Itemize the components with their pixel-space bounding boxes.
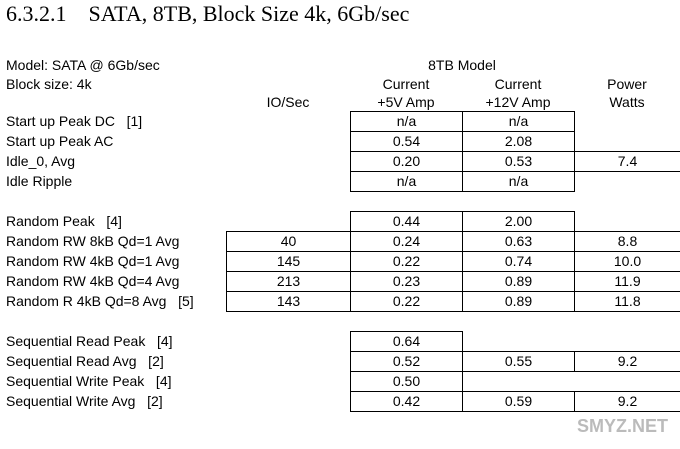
cell: 0.89 bbox=[462, 291, 575, 312]
row-label: Idle Ripple bbox=[6, 173, 73, 189]
row-label: Idle_0, Avg bbox=[6, 153, 76, 169]
cell: 0.50 bbox=[350, 371, 463, 392]
cell: 0.23 bbox=[350, 271, 463, 292]
cell: 0.53 bbox=[462, 151, 575, 172]
cell: 143 bbox=[226, 291, 351, 312]
cell: 11.9 bbox=[574, 271, 680, 292]
cell: 0.22 bbox=[350, 291, 463, 312]
row-label: Random Peak [4] bbox=[6, 213, 122, 229]
cell: 40 bbox=[226, 231, 351, 252]
cell: 11.8 bbox=[574, 291, 680, 312]
cell: 0.89 bbox=[462, 271, 575, 292]
column-header: +5V Amp bbox=[377, 94, 435, 110]
cell: 9.2 bbox=[574, 391, 680, 412]
cell: 2.00 bbox=[462, 211, 575, 232]
cell: 0.59 bbox=[462, 391, 575, 412]
row-label: Random R 4kB Qd=8 Avg [5] bbox=[6, 293, 194, 309]
column-header: Current bbox=[494, 76, 542, 92]
row-label: Start up Peak AC bbox=[6, 133, 114, 149]
row-label: Random RW 4kB Qd=4 Avg bbox=[6, 273, 180, 289]
cell: 0.74 bbox=[462, 251, 575, 272]
cell: 0.55 bbox=[462, 351, 575, 372]
row-label: Sequential Read Peak [4] bbox=[6, 333, 173, 349]
cell: n/a bbox=[462, 111, 575, 132]
cell: 0.44 bbox=[350, 211, 463, 232]
cell: 145 bbox=[226, 251, 351, 272]
cell: 2.08 bbox=[462, 131, 575, 152]
row-label: Start up Peak DC [1] bbox=[6, 113, 143, 129]
title: 6.3.2.1 SATA, 8TB, Block Size 4k, 6Gb/se… bbox=[6, 1, 410, 26]
cell: 10.0 bbox=[574, 251, 680, 272]
cell: n/a bbox=[350, 111, 463, 132]
cell: 0.22 bbox=[350, 251, 463, 272]
cell: 0.54 bbox=[350, 131, 463, 152]
row-label: Sequential Write Avg [2] bbox=[6, 393, 163, 409]
cell: n/a bbox=[350, 171, 463, 192]
header-group: 8TB Model bbox=[428, 57, 496, 73]
cell: 0.42 bbox=[350, 391, 463, 412]
cell: 0.52 bbox=[350, 351, 463, 372]
cell: 0.64 bbox=[350, 331, 463, 352]
cell: 9.2 bbox=[574, 351, 680, 372]
cell: 0.63 bbox=[462, 231, 575, 252]
cell: 213 bbox=[226, 271, 351, 292]
row-label: Random RW 8kB Qd=1 Avg bbox=[6, 233, 180, 249]
row-label: Random RW 4kB Qd=1 Avg bbox=[6, 253, 180, 269]
cell: 8.8 bbox=[574, 231, 680, 252]
cell: 0.20 bbox=[350, 151, 463, 172]
header-model: Model: SATA @ 6Gb/sec bbox=[6, 57, 160, 73]
column-header: Power bbox=[607, 76, 647, 92]
column-header: Watts bbox=[609, 94, 645, 110]
row-label: Sequential Read Avg [2] bbox=[6, 353, 164, 369]
column-header: IO/Sec bbox=[266, 94, 310, 110]
cell: 7.4 bbox=[574, 151, 680, 172]
row-label: Sequential Write Peak [4] bbox=[6, 373, 172, 389]
header-block: Block size: 4k bbox=[6, 76, 92, 92]
column-header: Current bbox=[382, 76, 430, 92]
cell: 0.24 bbox=[350, 231, 463, 252]
cell: n/a bbox=[462, 171, 575, 192]
watermark: SMYZ.NET bbox=[576, 416, 668, 436]
column-header: +12V Amp bbox=[485, 94, 551, 110]
